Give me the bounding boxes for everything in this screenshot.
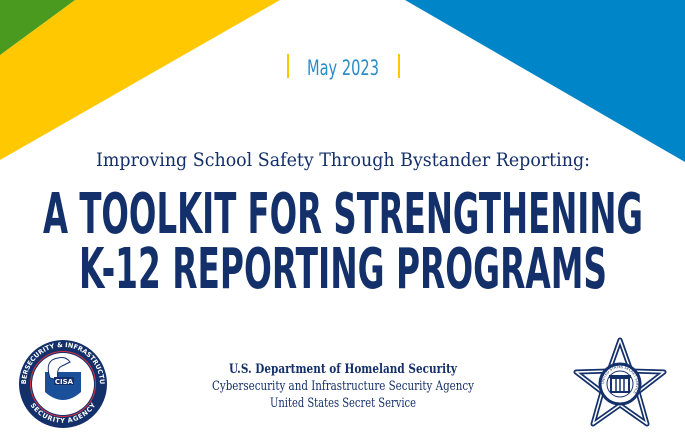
agency-cisa: Cybersecurity and Infrastructure Securit… <box>212 379 475 394</box>
green-corner <box>0 0 75 55</box>
yellow-band <box>0 0 280 160</box>
blue-band <box>405 0 685 162</box>
title-line-1: A TOOLKIT FOR STRENGTHENING <box>43 182 643 247</box>
svg-text:CISA: CISA <box>55 378 74 386</box>
publication-date: May 2023 <box>307 56 379 80</box>
title-line-2: K-12 REPORTING PROGRAMS <box>79 237 607 302</box>
subtitle: Improving School Safety Through Bystande… <box>96 149 590 171</box>
agency-secret-service: United States Secret Service <box>270 396 416 411</box>
department-name: U.S. Department of Homeland Security <box>229 362 457 377</box>
secret-service-star-logo: UNITED STATES SECRET SERVICE <box>573 337 667 427</box>
